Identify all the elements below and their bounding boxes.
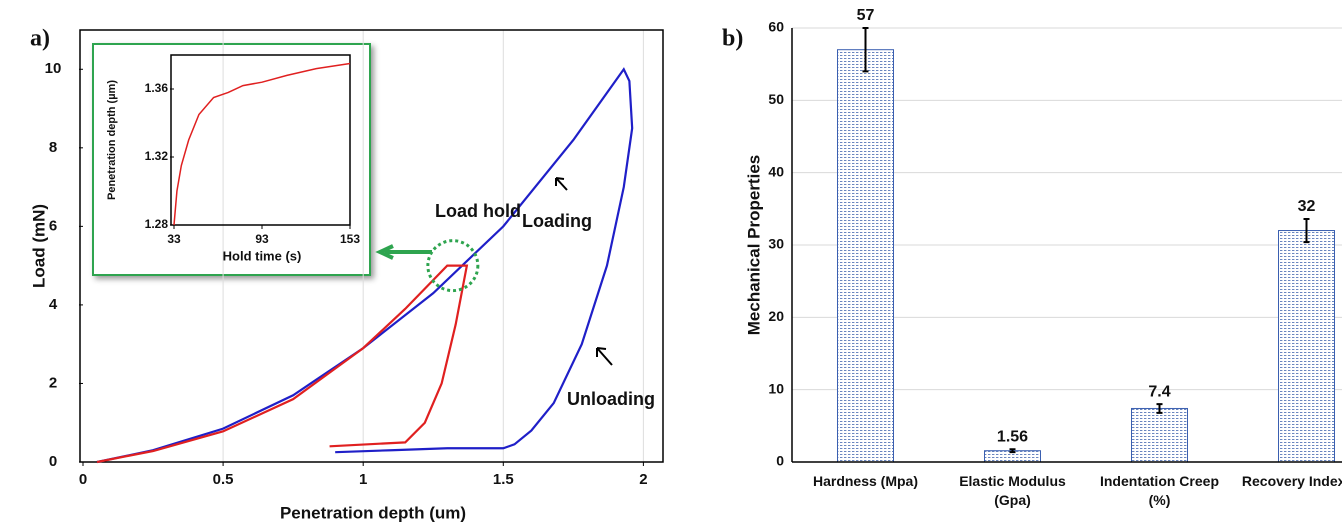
y-axis-label: Penetration depth (µm)	[106, 80, 118, 200]
x-axis-label: Penetration depth (um)	[280, 503, 466, 522]
x-tick-label: 153	[340, 232, 360, 246]
y-tick-label: 30	[768, 236, 784, 252]
value-label: 57	[857, 7, 875, 24]
line-series	[173, 62, 351, 226]
x-tick-label: 93	[255, 232, 269, 246]
inset-box	[92, 43, 371, 276]
line-series	[96, 67, 634, 464]
value-label: 1.56	[997, 428, 1028, 445]
y-tick-label: 20	[768, 308, 784, 324]
y-tick-label: 1.36	[145, 81, 169, 95]
panel-label: a)	[30, 26, 50, 52]
arrow	[596, 347, 613, 366]
line-series	[96, 264, 469, 464]
value-label: 32	[1298, 198, 1316, 215]
y-tick-label: 60	[768, 19, 784, 35]
y-tick-label: 10	[768, 380, 784, 396]
hold-arrow	[375, 244, 432, 260]
y-tick-label: 0	[49, 453, 57, 470]
x-tick-label: 1.5	[493, 471, 514, 488]
x-axis-label: Hold time (s)	[223, 248, 302, 263]
annotation: Loading	[522, 211, 592, 231]
bar	[837, 49, 894, 463]
y-axis-label: Mechanical Properties	[744, 155, 763, 335]
y-tick-label: 0	[776, 453, 784, 469]
error-bar	[1303, 217, 1310, 244]
error-bar	[1009, 448, 1016, 454]
plot-frame	[170, 54, 351, 226]
bar	[1278, 230, 1335, 463]
y-tick-label: 40	[768, 163, 784, 179]
y-tick-label: 10	[45, 60, 62, 77]
y-tick-label: 4	[49, 296, 58, 313]
bar	[1131, 407, 1188, 463]
annotation: Unloading	[567, 389, 655, 409]
x-tick-label: Indentation Creep (%)	[1099, 473, 1219, 508]
y-tick-label: 2	[49, 374, 57, 391]
x-tick-label: Recovery Index (%)	[1241, 473, 1342, 489]
x-tick-label: Elastic Modulus (Gpa)	[959, 473, 1066, 508]
x-tick-label: Hardness (Mpa)	[812, 473, 919, 489]
y-tick-label: 6	[49, 217, 57, 234]
arrow	[555, 177, 568, 191]
annotation: Load hold	[435, 201, 521, 221]
y-axis-label: Load (mN)	[29, 204, 48, 288]
hold-circle	[426, 239, 480, 293]
error-bar	[862, 27, 869, 73]
y-tick-label: 50	[768, 91, 784, 107]
error-bar	[1156, 403, 1163, 414]
plot-frame	[79, 29, 664, 463]
x-tick-label: 2	[639, 471, 647, 488]
panel-label: b)	[722, 26, 743, 52]
x-tick-label: 33	[167, 232, 181, 246]
value-label: 7.4	[1148, 383, 1170, 400]
x-tick-label: 0.5	[213, 471, 234, 488]
y-tick-label: 1.28	[145, 217, 169, 231]
x-tick-label: 1	[359, 471, 367, 488]
x-tick-label: 0	[79, 471, 87, 488]
y-tick-label: 8	[49, 139, 57, 156]
y-tick-label: 1.32	[145, 149, 169, 163]
